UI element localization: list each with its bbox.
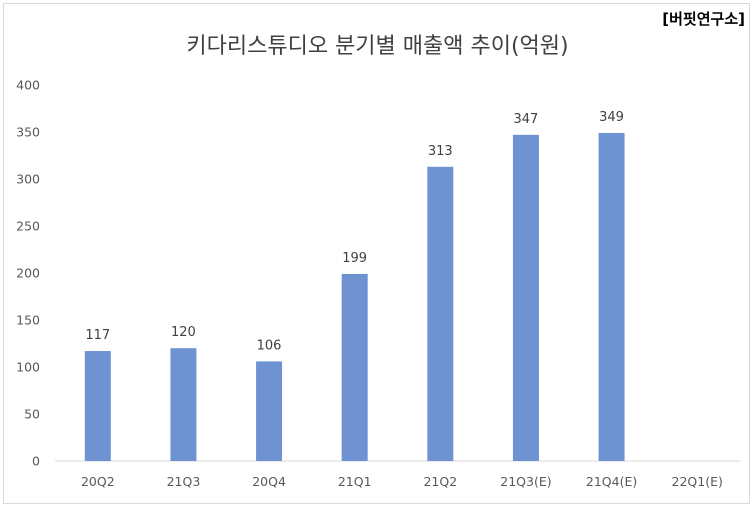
data-label: 120: [171, 325, 196, 340]
bar: [256, 361, 283, 461]
x-tick-label: 21Q1: [338, 474, 372, 489]
data-label: 117: [85, 328, 110, 343]
x-tick-label: 20Q4: [252, 474, 286, 489]
y-tick-label: 0: [32, 454, 40, 469]
bar: [170, 348, 197, 461]
data-label: 349: [599, 110, 624, 125]
bar: [427, 166, 454, 461]
y-tick-label: 200: [16, 266, 40, 281]
y-tick-label: 300: [16, 172, 40, 187]
chart-frame: [3, 3, 750, 504]
source-label: [버핏연구소]: [662, 10, 745, 28]
y-axis-ticks: 0 50 100 150 200 250 300 350 400: [16, 78, 40, 469]
bar: [341, 273, 368, 461]
x-tick-label: 21Q4(E): [586, 474, 637, 489]
bar: [84, 351, 111, 461]
y-tick-label: 50: [24, 407, 40, 422]
bars: [84, 132, 625, 461]
x-axis-ticks: 20Q2 21Q3 20Q4 21Q1 21Q2 21Q3(E) 21Q4(E) 22Q1(E…: [81, 474, 723, 489]
data-label: 313: [428, 144, 453, 159]
chart-title: 키다리스튜디오 분기별 매출액 추이(억원): [186, 34, 569, 59]
y-tick-label: 350: [16, 125, 40, 140]
y-tick-label: 100: [16, 360, 40, 375]
x-tick-label: 21Q3(E): [500, 474, 551, 489]
bar: [598, 132, 625, 461]
y-tick-label: 150: [16, 313, 40, 328]
x-tick-label: 20Q2: [81, 474, 115, 489]
y-tick-label: 400: [16, 78, 40, 93]
data-label: 199: [342, 251, 367, 266]
x-tick-label: 21Q3: [167, 474, 201, 489]
x-tick-label: 22Q1(E): [672, 474, 723, 489]
data-label: 347: [514, 112, 539, 127]
data-label: 106: [257, 338, 282, 353]
x-tick-label: 21Q2: [423, 474, 457, 489]
y-tick-label: 250: [16, 219, 40, 234]
data-labels: 117 120 106 199 313 347 349: [85, 110, 624, 353]
bar: [512, 134, 539, 461]
